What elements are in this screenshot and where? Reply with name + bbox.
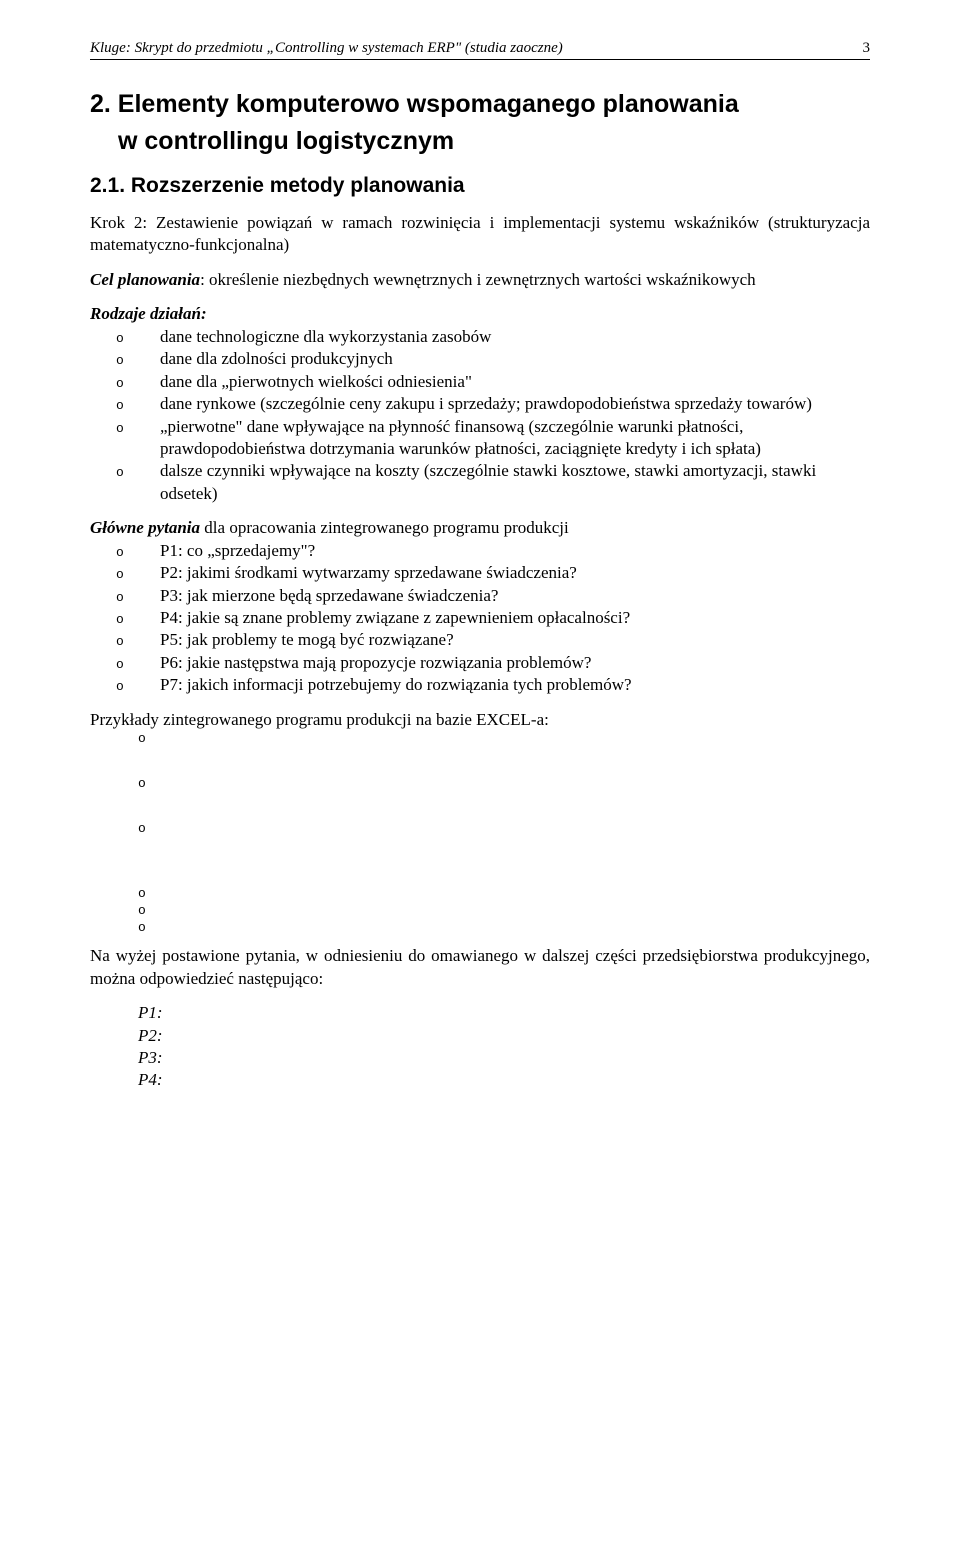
paragraph-krok2: Krok 2: Zestawienie powiązań w ramach ro…: [90, 212, 870, 257]
na-wyzej-paragraph: Na wyżej postawione pytania, w odniesien…: [90, 945, 870, 990]
rodzaje-list: dane technologiczne dla wykorzystania za…: [138, 326, 870, 506]
paragraph-cel: Cel planowania: określenie niezbędnych w…: [90, 269, 870, 291]
heading-1-line1: 2. Elementy komputerowo wspomaganego pla…: [90, 90, 870, 119]
glowne-paragraph: Główne pytania dla opracowania zintegrow…: [90, 517, 870, 539]
list-item: P5: jak problemy te mogą być rozwiązane?: [138, 629, 870, 651]
p-label: P2:: [138, 1025, 870, 1047]
p-labels: P1: P2: P3: P4:: [138, 1002, 870, 1092]
glowne-label: Główne pytania: [90, 518, 200, 537]
heading-2: 2.1. Rozszerzenie metody planowania: [90, 174, 870, 198]
header-title: Kluge: Skrypt do przedmiotu „Controlling…: [90, 40, 563, 57]
list-item: dane technologiczne dla wykorzystania za…: [138, 326, 870, 348]
empty-item: o: [138, 731, 870, 746]
heading-1-line2: w controllingu logistycznym: [90, 127, 870, 156]
header-page-number: 3: [863, 40, 871, 57]
przyklady-text: Przykłady zintegrowanego programu produk…: [90, 709, 870, 731]
list-item: P3: jak mierzone będą sprzedawane świadc…: [138, 585, 870, 607]
list-item: dane dla „pierwotnych wielkości odniesie…: [138, 371, 870, 393]
glowne-list: P1: co „sprzedajemy"? P2: jakimi środkam…: [138, 540, 870, 697]
empty-list-1: o o o o o o: [138, 731, 870, 935]
p-label: P1:: [138, 1002, 870, 1024]
page-header: Kluge: Skrypt do przedmiotu „Controlling…: [90, 40, 870, 60]
p-label: P3:: [138, 1047, 870, 1069]
list-item: P1: co „sprzedajemy"?: [138, 540, 870, 562]
list-item: dane rynkowe (szczególnie ceny zakupu i …: [138, 393, 870, 415]
empty-item: o: [138, 821, 870, 836]
cel-text: : określenie niezbędnych wewnętrznych i …: [200, 270, 756, 289]
cel-label: Cel planowania: [90, 270, 200, 289]
list-item: P6: jakie następstwa mają propozycje roz…: [138, 652, 870, 674]
rodzaje-label: Rodzaje działań:: [90, 303, 870, 325]
p-label: P4:: [138, 1069, 870, 1091]
empty-item: o: [138, 776, 870, 791]
list-item: dane dla zdolności produkcyjnych: [138, 348, 870, 370]
empty-item: o: [138, 920, 870, 935]
glowne-text: dla opracowania zintegrowanego programu …: [200, 518, 569, 537]
list-item: P2: jakimi środkami wytwarzamy sprzedawa…: [138, 562, 870, 584]
list-item: P4: jakie są znane problemy związane z z…: [138, 607, 870, 629]
empty-item: o: [138, 886, 870, 901]
list-item: P7: jakich informacji potrzebujemy do ro…: [138, 674, 870, 696]
list-item: „pierwotne" dane wpływające na płynność …: [138, 416, 870, 461]
list-item: dalsze czynniki wpływające na koszty (sz…: [138, 460, 870, 505]
empty-item: o: [138, 903, 870, 918]
